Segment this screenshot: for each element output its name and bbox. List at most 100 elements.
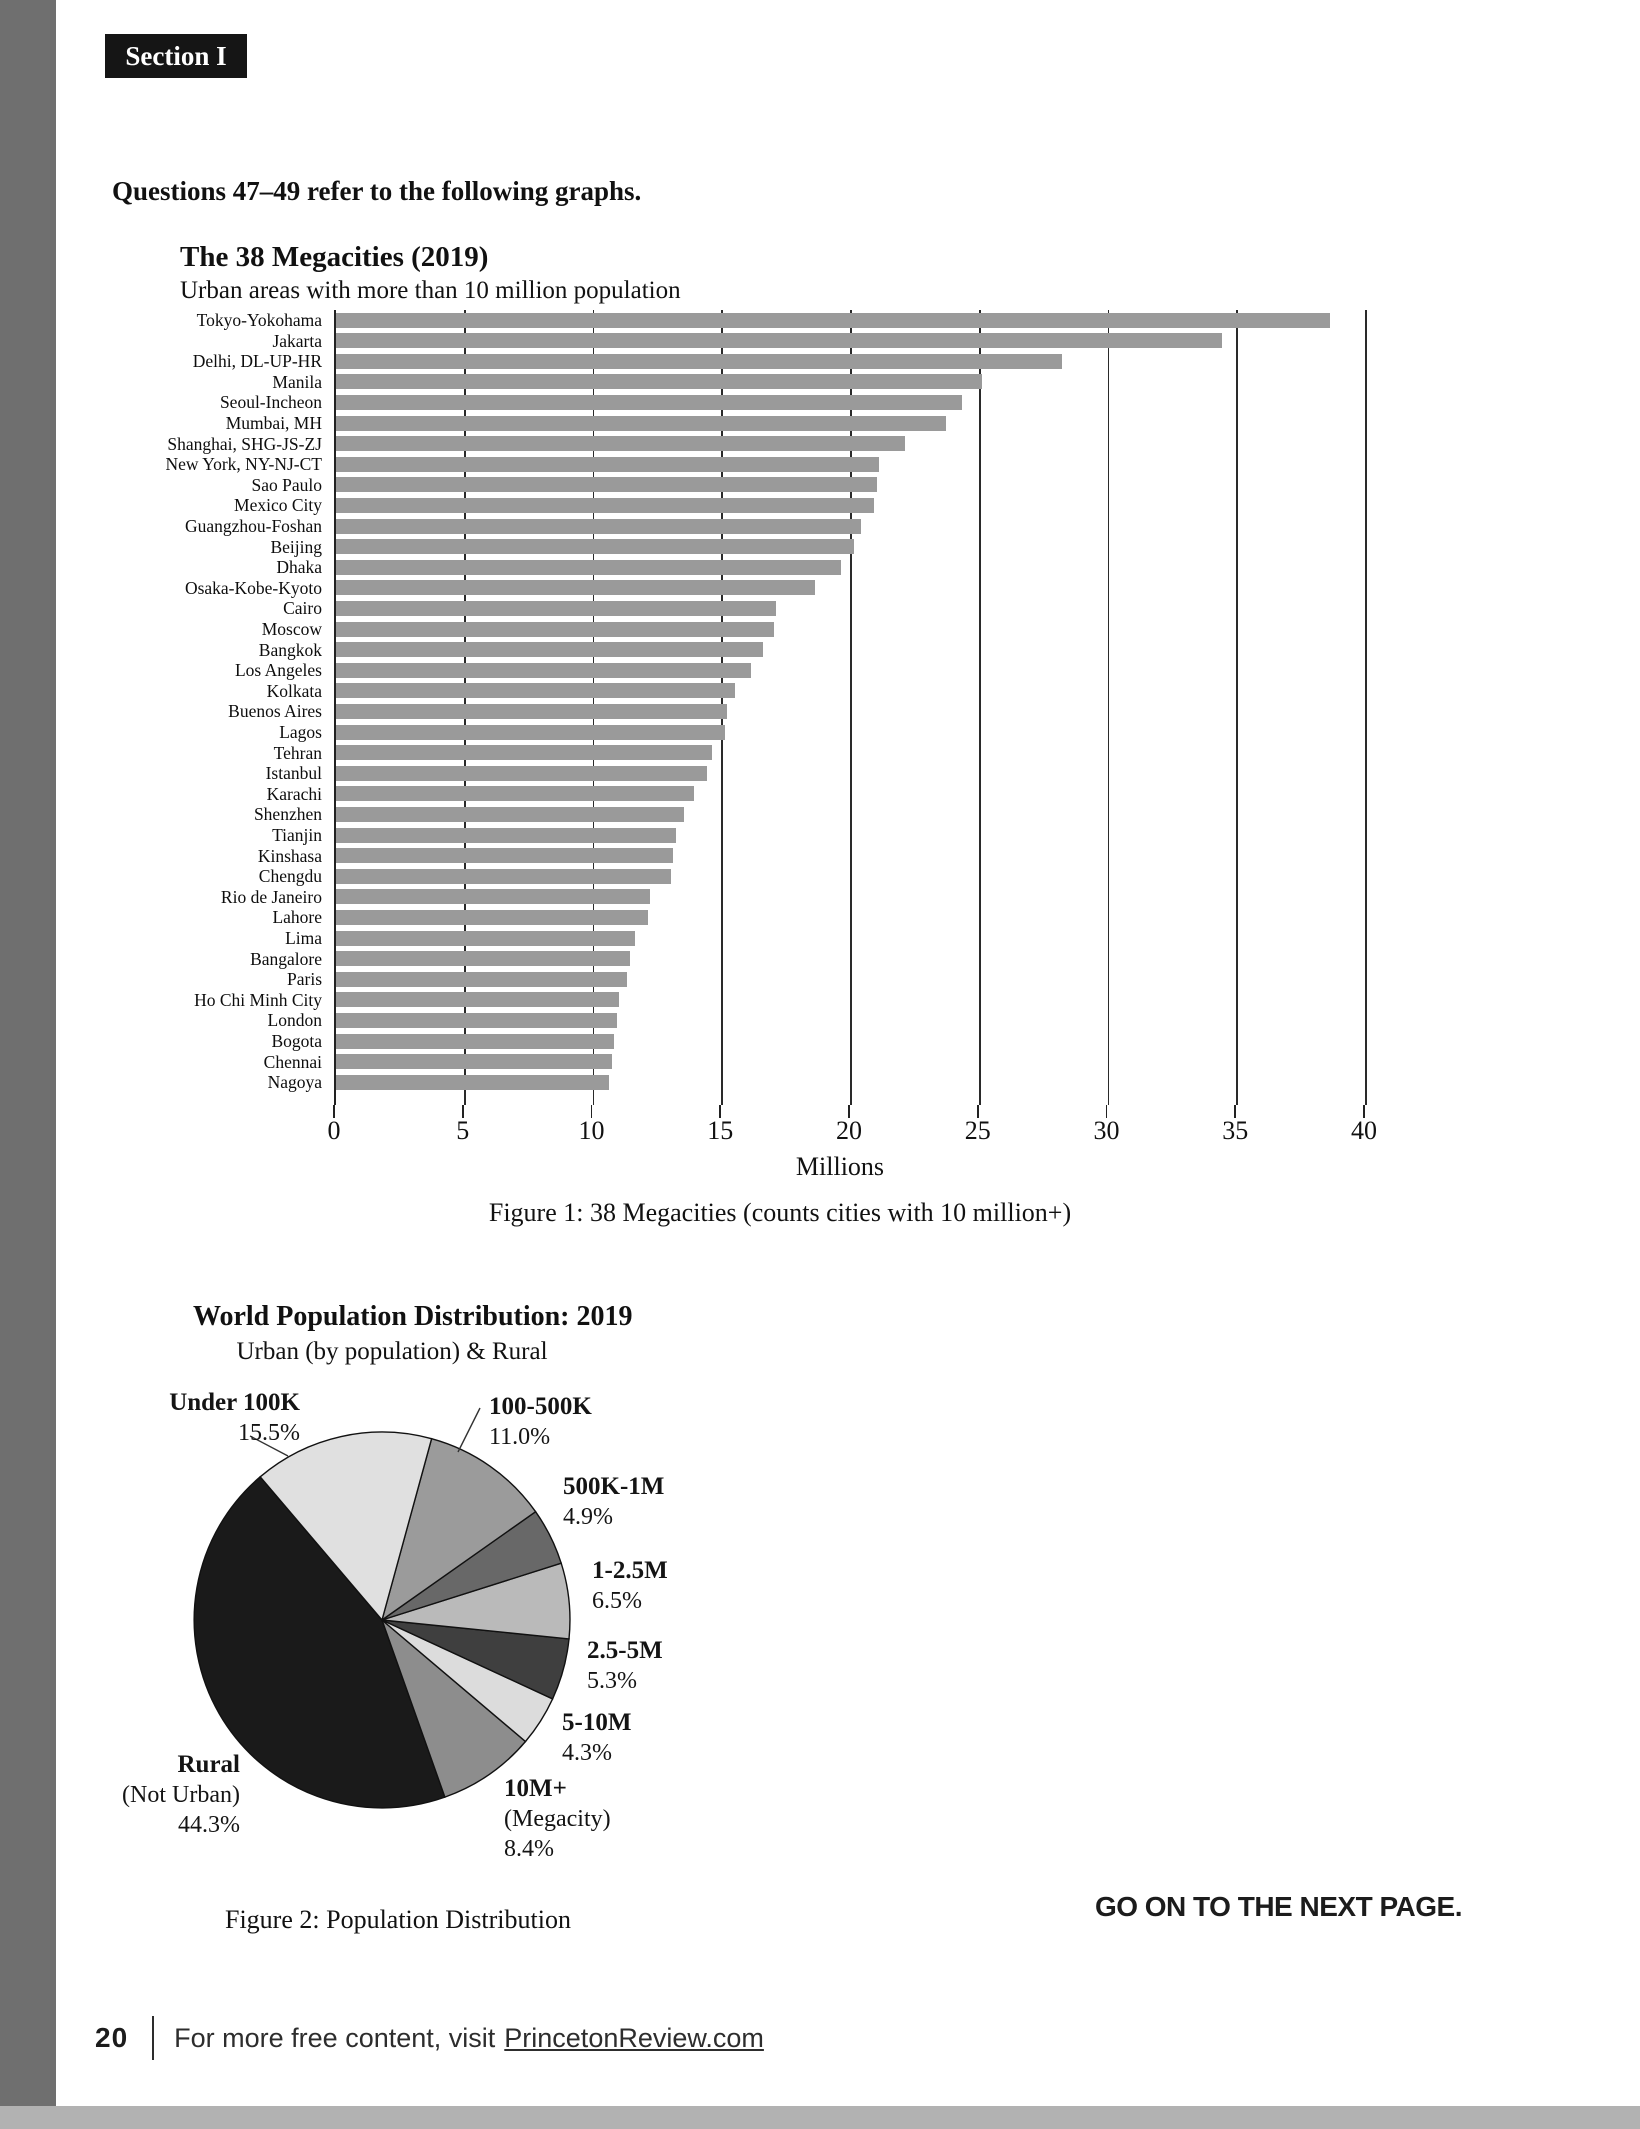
bar	[336, 724, 725, 740]
bar-label: Tehran	[273, 742, 322, 763]
bar	[336, 951, 630, 967]
axis-tickmark	[719, 1105, 722, 1118]
bar	[336, 765, 707, 781]
pie-slice-7	[193, 1475, 446, 1809]
pie-slice-value: 8.4%	[504, 1836, 554, 1862]
pie-slice-name: 2.5-5M	[587, 1637, 663, 1664]
bar-label: Sao Paulo	[251, 474, 323, 495]
pie-slice-label: 10M+ (Megacity) 8.4%	[504, 1774, 744, 1864]
bar-label: Kolkata	[266, 680, 322, 701]
bar	[336, 477, 877, 493]
bar-label: Bangalore	[250, 948, 322, 969]
axis-tickmark	[1363, 1105, 1365, 1118]
pie-slice-label: 100-500K 11.0%	[489, 1392, 709, 1452]
bar-label: Lahore	[272, 907, 322, 928]
pie-slice-1	[380, 1437, 537, 1622]
pie-slice-label: Under 100K 15.5%	[120, 1388, 300, 1448]
leader-line-under-100k	[249, 1435, 289, 1457]
axis-tick-label: 15	[707, 1116, 734, 1145]
pie-slice-0	[259, 1431, 433, 1622]
pie-chart-subtitle: Urban (by population) & Rural	[236, 1338, 548, 1365]
bar	[336, 436, 906, 452]
bar-label: Shenzhen	[253, 804, 322, 825]
pie-slice-sublabel: (Not Urban)	[122, 1782, 240, 1808]
pie-slice-name: 1-2.5M	[592, 1557, 668, 1584]
bar	[336, 559, 841, 575]
bar	[336, 539, 854, 555]
pie-slice-value: 44.3%	[178, 1812, 240, 1838]
footer-divider	[152, 2016, 155, 2060]
gridline	[978, 310, 981, 1105]
pie-slice-name: Under 100K	[169, 1389, 300, 1416]
bar-label: Shanghai, SHG-JS-ZJ	[167, 433, 322, 454]
bar	[336, 394, 962, 411]
bar-label: Lagos	[279, 722, 322, 742]
gridline	[1107, 310, 1110, 1105]
bar	[336, 868, 671, 884]
pie-slice-value: 4.9%	[563, 1504, 613, 1530]
pie-slice-value: 5.3%	[587, 1668, 637, 1694]
bar-chart-category-labels: Tokyo-Yokohama Jakarta Delhi, DL-UP-HR Mani…	[58, 310, 322, 1105]
bar	[336, 848, 674, 864]
bar	[336, 909, 648, 926]
bar-label: Dhaka	[276, 557, 322, 578]
bar-label: Guangzhou-Foshan	[184, 516, 322, 536]
bar	[336, 889, 651, 905]
pie-slice-name: 5-10M	[562, 1709, 632, 1736]
axis-tickmark	[333, 1105, 335, 1118]
axis-tickmark	[461, 1105, 464, 1118]
bar	[336, 600, 777, 617]
bar-label: Paris	[287, 969, 322, 990]
axis-tick-label: 5	[456, 1116, 470, 1145]
bar	[336, 786, 694, 802]
pie-slice-6	[380, 1617, 527, 1798]
bar-plot	[334, 310, 1367, 1105]
bar-label: Tokyo-Yokohama	[196, 310, 322, 330]
page-number: 20	[95, 2022, 129, 2053]
bar-chart-title: The 38 Megacities (2019)	[180, 241, 489, 273]
pie-slice-label: 500K-1M 4.9%	[563, 1472, 783, 1532]
pie-slice-name: 10M+	[504, 1775, 567, 1802]
axis-tick-label: 40	[1351, 1116, 1377, 1145]
axis-tickmark	[848, 1105, 850, 1118]
bar	[336, 683, 736, 699]
bar-label: Seoul-Incheon	[219, 392, 322, 413]
axis-tick-label: 35	[1222, 1116, 1249, 1145]
pie-slice-name: Rural	[177, 1751, 241, 1778]
bar	[336, 1033, 615, 1049]
pie-slice-label: 5-10M 4.3%	[562, 1708, 782, 1768]
bar	[336, 745, 712, 761]
bar-label: Ho Chi Minh City	[194, 989, 322, 1010]
bar	[336, 518, 862, 534]
bar-label: New York, NY-NJ-CT	[165, 454, 322, 475]
bar	[336, 1074, 609, 1090]
bar-label: Lima	[285, 928, 322, 948]
pie-slice-name: 100-500K	[489, 1393, 592, 1420]
axis-tickmark	[976, 1105, 979, 1118]
bar	[336, 642, 764, 658]
bar-label: Bogota	[271, 1031, 322, 1051]
gridline	[850, 310, 852, 1105]
bar	[336, 621, 774, 637]
bar	[336, 312, 1330, 328]
gridline	[1365, 310, 1367, 1105]
bar-label: Beijing	[270, 536, 322, 557]
bar	[336, 333, 1222, 349]
pie-slice-value: 15.5%	[238, 1420, 300, 1446]
footer-text: For more free content, visit	[174, 2022, 496, 2053]
x-axis-label: Millions	[795, 1152, 885, 1181]
figure2-caption: Figure 2: Population Distribution	[225, 1905, 571, 1934]
axis-tickmark	[1105, 1105, 1108, 1118]
bar-label: Istanbul	[265, 763, 322, 784]
pie-slice-value: 4.3%	[562, 1740, 612, 1766]
bar-label: Tianjin	[272, 825, 322, 845]
bar	[336, 703, 728, 720]
bar-label: Jakarta	[272, 330, 322, 351]
figure1-caption: Figure 1: 38 Megacities (counts cities w…	[488, 1198, 1072, 1227]
pie-slice-label: 1-2.5M 6.5%	[592, 1556, 812, 1616]
bar	[336, 415, 947, 431]
footer-link[interactable]: PrincetonReview.com	[504, 2022, 764, 2053]
bar	[336, 992, 620, 1008]
axis-tickmark	[1234, 1105, 1237, 1118]
